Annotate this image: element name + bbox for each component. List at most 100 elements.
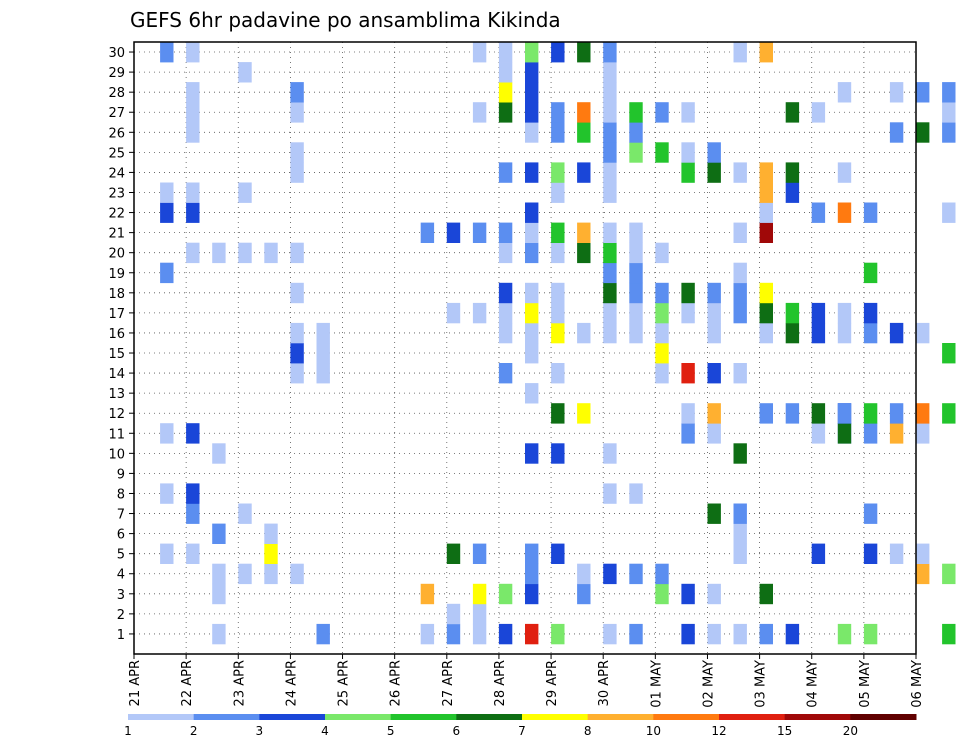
heatmap-cell <box>577 242 591 264</box>
heatmap-cell <box>916 322 930 344</box>
y-tick-label: 4 <box>117 568 125 583</box>
heatmap-cell <box>942 82 956 103</box>
heatmap-cell <box>186 182 200 203</box>
heatmap-cell <box>655 102 669 123</box>
heatmap-cell <box>733 503 747 524</box>
x-tick-label: 01 MAY <box>649 660 664 708</box>
x-tick-label: 06 MAY <box>910 660 925 708</box>
heatmap-cell <box>577 122 591 143</box>
heatmap-cell <box>238 182 252 203</box>
heatmap-cell <box>942 102 956 123</box>
heatmap-cell <box>446 302 461 324</box>
heatmap-cell <box>603 62 617 83</box>
heatmap-cell <box>655 142 669 163</box>
heatmap-cell <box>629 483 643 504</box>
heatmap-cell <box>629 322 643 344</box>
heatmap-cell <box>916 403 930 424</box>
heatmap-cell <box>498 322 513 344</box>
heatmap-cell <box>837 623 852 645</box>
heatmap-cell <box>264 242 278 264</box>
heatmap-cell <box>525 42 539 63</box>
heatmap-cell <box>785 322 800 344</box>
y-tick-label: 15 <box>108 347 125 362</box>
heatmap-cell <box>446 543 461 564</box>
heatmap-cell <box>785 403 800 424</box>
heatmap-cell <box>186 202 200 223</box>
heatmap-cell <box>889 322 904 344</box>
heatmap-cell <box>655 563 669 585</box>
heatmap-cell <box>525 443 539 464</box>
heatmap-cell <box>498 282 513 304</box>
heatmap-cell <box>811 403 826 424</box>
colorbar-swatch <box>390 714 457 720</box>
heatmap-cell <box>863 302 878 324</box>
heatmap-cell <box>525 383 539 404</box>
heatmap-cell <box>290 162 304 183</box>
heatmap-cell <box>603 563 617 585</box>
heatmap-cell <box>160 262 174 284</box>
heatmap-cell <box>707 623 721 645</box>
heatmap-cell <box>551 363 565 384</box>
heatmap-cell <box>525 302 539 324</box>
colorbar-swatch <box>587 714 654 720</box>
heatmap-cell <box>290 142 304 163</box>
heatmap-cell <box>525 82 539 103</box>
heatmap-cell <box>290 343 304 364</box>
heatmap-cell <box>212 242 226 264</box>
heatmap-cell <box>212 563 226 585</box>
heatmap-cell <box>551 443 565 464</box>
heatmap-cell <box>316 623 330 645</box>
heatmap-cell <box>863 423 878 444</box>
heatmap-cell <box>212 583 226 605</box>
heatmap-cell <box>863 403 878 424</box>
y-tick-label: 8 <box>117 487 125 502</box>
colorbar-swatch <box>522 714 589 720</box>
heatmap-cell <box>577 563 591 585</box>
heatmap-cell <box>186 483 200 504</box>
y-tick-label: 9 <box>117 467 125 482</box>
heatmap-cell <box>655 583 669 605</box>
heatmap-cell <box>889 423 904 444</box>
colorbar-swatch <box>128 714 195 720</box>
heatmap-cell <box>498 302 513 324</box>
x-axis-ticks: 21 APR 22 APR 23 APR 24 APR 25 APR 26 APR 27 A… <box>128 654 925 708</box>
heatmap-cell <box>525 202 539 223</box>
heatmap-cell <box>186 42 200 63</box>
colorbar-label: 4 <box>321 724 329 738</box>
heatmap-cell <box>551 322 565 344</box>
heatmap-cell <box>655 242 669 264</box>
heatmap-cell <box>837 322 852 344</box>
heatmap-cell <box>759 583 773 605</box>
heatmap-cell <box>186 543 200 564</box>
colorbar-label: 5 <box>387 724 395 738</box>
heatmap-cell <box>551 42 565 63</box>
colorbar-swatch <box>784 714 851 720</box>
heatmap-cell <box>916 122 930 143</box>
plot-frame <box>133 41 917 655</box>
heatmap-cell <box>759 202 773 223</box>
heatmap-cell <box>238 563 252 585</box>
y-tick-label: 17 <box>108 307 125 322</box>
heatmap-cell <box>759 623 773 645</box>
heatmap-cell <box>942 563 956 585</box>
heatmap-cell <box>551 162 565 183</box>
heatmap-cell <box>655 302 669 324</box>
y-tick-label: 24 <box>108 166 125 181</box>
heatmap-cell <box>264 523 278 544</box>
heatmap-cell <box>863 623 878 645</box>
heatmap-cell <box>603 443 617 464</box>
heatmap-cell <box>707 403 721 424</box>
colorbar-label: 1 <box>124 724 132 738</box>
heatmap-cell <box>759 302 773 324</box>
heatmap-cell <box>420 583 435 605</box>
heatmap-cell <box>707 503 721 524</box>
y-tick-label: 27 <box>108 106 125 121</box>
heatmap-cells <box>160 42 956 645</box>
heatmap-cell <box>160 543 174 564</box>
heatmap-cell <box>629 242 643 264</box>
y-tick-label: 28 <box>108 86 125 101</box>
heatmap-cell <box>785 623 800 645</box>
heatmap-cell <box>759 222 773 243</box>
y-tick-label: 26 <box>108 126 125 141</box>
heatmap-cell <box>577 583 591 605</box>
